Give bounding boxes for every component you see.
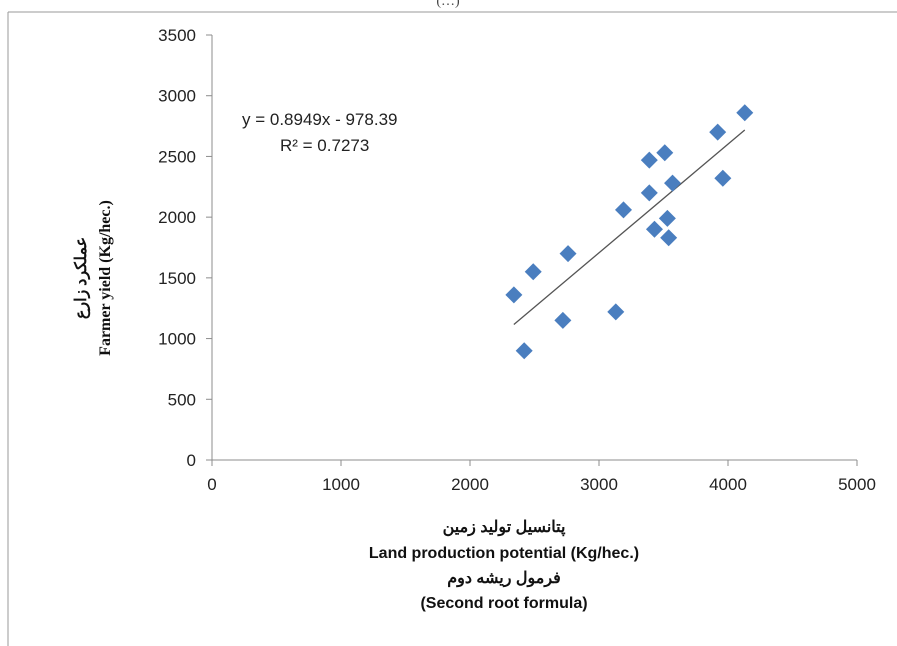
y-axis-title-persian: عملکرد زارع	[73, 237, 91, 319]
data-point-marker	[505, 286, 523, 304]
x-tick-label: 5000	[838, 475, 876, 494]
y-tick-label: 0	[187, 451, 196, 470]
data-point-marker	[607, 303, 625, 321]
x-tick-label: 0	[207, 475, 216, 494]
data-point-marker	[714, 169, 732, 187]
data-point-marker	[559, 245, 577, 263]
data-point-marker	[664, 174, 682, 192]
x-axis-title-persian: پتانسیل تولید زمین	[443, 519, 566, 537]
data-point-marker	[615, 201, 633, 219]
data-point-marker	[640, 184, 658, 202]
y-axis-title-english: Farmer yield (Kg/hec.)	[97, 200, 114, 356]
data-point-marker	[660, 229, 678, 247]
x-axis-title: پتانسیل تولید زمین Land production poten…	[369, 519, 639, 612]
data-point-marker	[709, 123, 727, 141]
y-axis-title: عملکرد زارع Farmer yield (Kg/hec.)	[73, 200, 114, 356]
y-tick-label: 3500	[158, 26, 196, 45]
y-tick-label: 1000	[158, 330, 196, 349]
x-axis-title-persian-formula: فرمول ریشه دوم	[447, 570, 561, 588]
data-point-marker	[736, 104, 754, 122]
data-point-marker	[645, 220, 663, 238]
data-point-marker	[515, 342, 533, 360]
data-point-marker	[656, 144, 674, 162]
x-tick-label: 2000	[451, 475, 489, 494]
y-tick-label: 3000	[158, 87, 196, 106]
plot-area: 0 500 1000 1500 2000 2500 3000 3500 0 1000 2000 300…	[158, 26, 876, 494]
x-tick-label: 3000	[580, 475, 618, 494]
x-axis-title-formula: (Second root formula)	[420, 595, 587, 612]
y-tick-label: 2000	[158, 208, 196, 227]
y-tick-label: 2500	[158, 147, 196, 166]
x-tick-label: 4000	[709, 475, 747, 494]
y-tick-label: 500	[168, 390, 196, 409]
y-tick-label: 1500	[158, 269, 196, 288]
data-point-marker	[554, 311, 572, 329]
data-point-marker	[524, 263, 542, 281]
x-axis-title-english: Land production potential (Kg/hec.)	[369, 545, 639, 562]
x-tick-label: 1000	[322, 475, 360, 494]
trendline-equation: y = 0.8949x - 978.39	[242, 110, 397, 129]
data-point-marker	[640, 151, 658, 169]
trendline-r-squared: R² = 0.7273	[280, 136, 369, 155]
data-point-marker	[658, 209, 676, 227]
trendline	[513, 129, 746, 326]
figure-label-partial: (…)	[436, 0, 460, 9]
